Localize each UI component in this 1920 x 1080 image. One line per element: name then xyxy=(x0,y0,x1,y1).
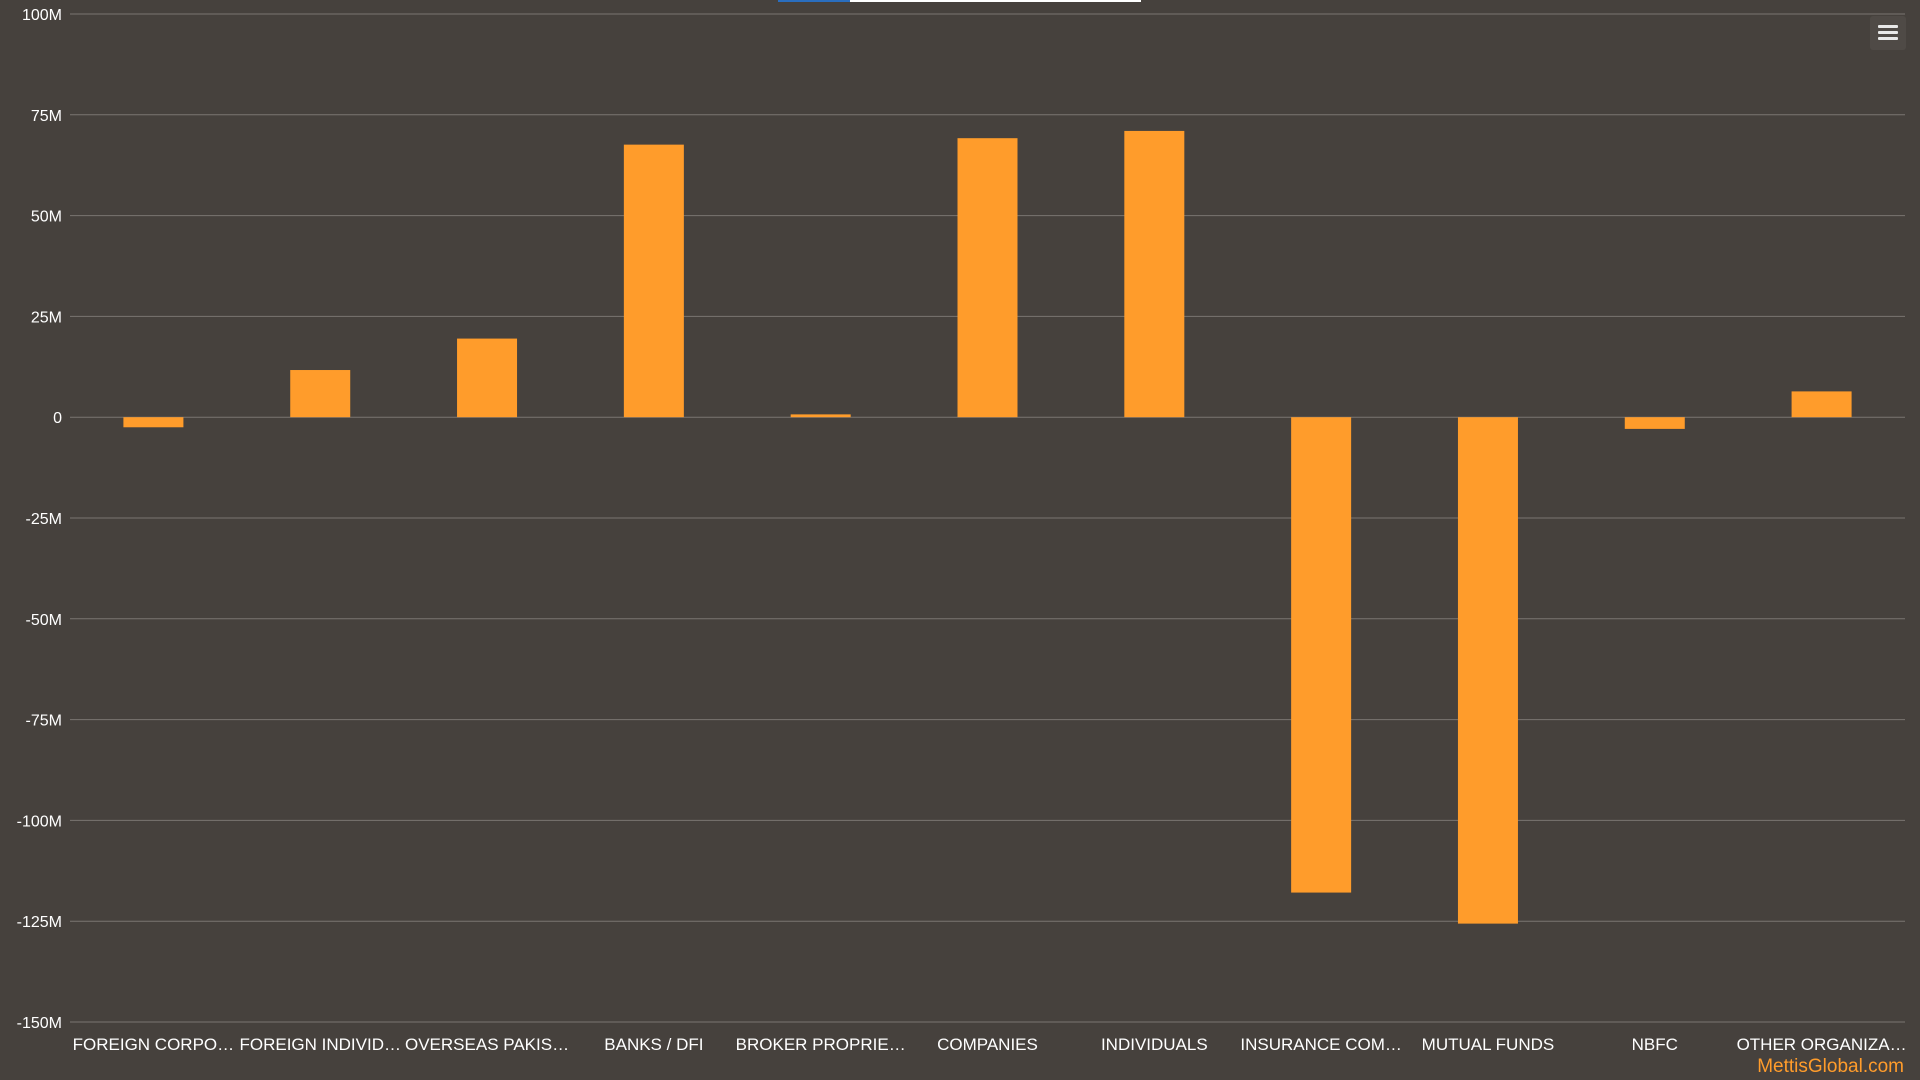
x-category-label: MUTUAL FUNDS xyxy=(1422,1035,1555,1054)
x-category-label: FOREIGN CORPO… xyxy=(73,1035,235,1054)
y-tick-label: 0 xyxy=(53,410,62,427)
top-tab-indicator xyxy=(778,0,1141,2)
bar[interactable] xyxy=(623,144,684,418)
bar[interactable] xyxy=(1457,417,1518,924)
y-tick-label: -50M xyxy=(26,612,62,629)
bar[interactable] xyxy=(290,370,351,418)
x-category-label: INSURANCE COM… xyxy=(1240,1035,1402,1054)
y-tick-label: -125M xyxy=(17,914,62,931)
y-axis-tick-labels: 100M 75M 50M 25M 0 -25M -50M -75M -100M -125M -150… xyxy=(17,7,62,1032)
bars xyxy=(123,130,1852,924)
x-category-label: OTHER ORGANIZA… xyxy=(1737,1035,1907,1054)
y-tick-label: -150M xyxy=(17,1015,62,1032)
bar[interactable] xyxy=(1791,391,1852,418)
x-axis-category-labels: FOREIGN CORPO… FOREIGN INDIVID… OVERSEAS P… xyxy=(73,1035,1907,1054)
y-tick-label: 25M xyxy=(31,309,62,326)
y-tick-label: -100M xyxy=(17,813,62,830)
x-category-label: INDIVIDUALS xyxy=(1101,1035,1208,1054)
x-category-label: OVERSEAS PAKIS… xyxy=(405,1035,569,1054)
bar[interactable] xyxy=(123,417,184,428)
top-tab-active-segment xyxy=(778,0,850,2)
credit-text[interactable]: MettisGlobal.com xyxy=(1757,1056,1904,1077)
y-tick-label: -25M xyxy=(26,511,62,528)
y-tick-label: 100M xyxy=(22,7,62,24)
x-category-label: COMPANIES xyxy=(937,1035,1038,1054)
bar[interactable] xyxy=(790,414,851,418)
y-tick-label: 75M xyxy=(31,108,62,125)
x-category-label: NBFC xyxy=(1632,1035,1678,1054)
bar[interactable] xyxy=(957,138,1018,418)
bar[interactable] xyxy=(1124,130,1185,418)
bar[interactable] xyxy=(1624,417,1685,429)
y-tick-label: 50M xyxy=(31,209,62,226)
x-category-label: BANKS / DFI xyxy=(604,1035,703,1054)
bar[interactable] xyxy=(1291,417,1352,893)
x-category-label: FOREIGN INDIVID… xyxy=(239,1035,401,1054)
x-category-label: BROKER PROPRIE… xyxy=(736,1035,906,1054)
bar[interactable] xyxy=(457,338,518,418)
y-tick-label: -75M xyxy=(26,713,62,730)
chart-menu-button[interactable] xyxy=(1870,16,1906,50)
